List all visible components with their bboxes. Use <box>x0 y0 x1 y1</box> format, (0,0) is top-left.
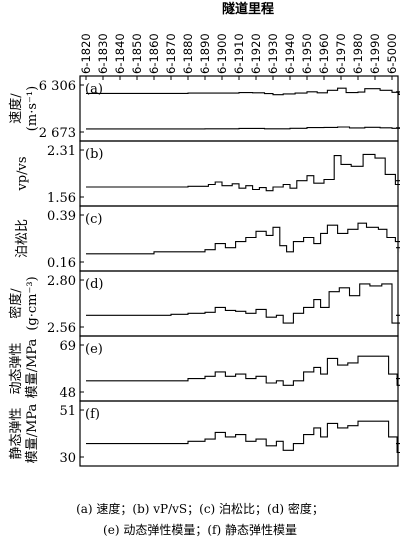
series-line <box>86 153 400 192</box>
y-axis-label: 静态弹性 <box>9 407 24 459</box>
x-tick-label: 6-1930 <box>266 33 280 74</box>
x-tick-label: 6-1840 <box>113 33 127 74</box>
y-axis-label: (m·s⁻¹) <box>25 86 40 131</box>
x-tick-label: 6-1890 <box>198 33 212 74</box>
series-line <box>86 126 400 130</box>
x-tick-labels: 6-1820 6-1830 6-1840 6-1850 6-1860 6-1870 6-18… <box>79 33 399 80</box>
x-tick-label: 6-1980 <box>351 33 365 74</box>
x-tick-label: 6-5000 <box>385 33 399 74</box>
panel-frame <box>79 75 399 142</box>
panel-0: (a) 6 306 2 673 速度/(m·s⁻¹) <box>8 75 400 142</box>
panel-letter: (c) <box>85 212 102 227</box>
x-tick-label: 6-1870 <box>164 33 178 74</box>
x-tick-label: 6-1830 <box>96 33 110 74</box>
panel-frame <box>79 140 399 207</box>
panel-frame <box>79 270 399 337</box>
y-axis-label: 密度/ <box>8 288 24 319</box>
panel-letter: (a) <box>85 82 103 97</box>
y-tick-label: 48 <box>59 386 76 401</box>
y-tick-label: 0.39 <box>47 209 76 224</box>
series-line <box>86 222 400 255</box>
y-axis-label: vp/vs <box>15 156 30 191</box>
x-tick-label: 6-1860 <box>147 33 161 74</box>
panel-frame <box>79 335 399 402</box>
panel-4: (e) 69 48 动态弹性 模量/MPa <box>9 335 400 402</box>
panel-frame <box>79 205 399 272</box>
panel-5: (f) 51 30 静态弹性 模量/MPa <box>9 400 400 467</box>
y-tick-label: 1.56 <box>47 191 76 206</box>
x-tick-label: 6-1880 <box>181 33 195 74</box>
x-tick-label: 6-1850 <box>130 33 144 74</box>
y-tick-label: 30 <box>59 451 76 466</box>
y-axis-label: 模量/MPa <box>25 338 40 398</box>
panel-letter: (f) <box>85 407 100 422</box>
caption-line-1: (a) 速度；(b) vP/vS；(c) 泊松比；(d) 密度； <box>76 502 324 516</box>
y-axis-label: 泊松比 <box>15 219 30 258</box>
y-axis-label: 动态弹性 <box>9 342 24 394</box>
y-tick-label: 51 <box>59 404 76 419</box>
x-tick-label: 6-1950 <box>300 33 314 74</box>
series-line <box>86 355 400 386</box>
y-axis-label: 模量/MPa <box>25 403 40 463</box>
x-tick-label: 6-1920 <box>249 33 263 74</box>
y-tick-label: 2.31 <box>47 144 76 159</box>
y-axis-label: (g·cm⁻³) <box>25 276 40 330</box>
panel-3: (d) 2.80 2.56 密度/(g·cm⁻³) <box>8 270 400 337</box>
panel-frame <box>79 400 399 467</box>
chart-title: 隧道里程 <box>222 1 274 17</box>
y-tick-label: 2 673 <box>39 126 76 141</box>
panel-letter: (d) <box>85 277 103 292</box>
x-tick-label: 6-1940 <box>283 33 297 74</box>
x-tick-label: 6-1970 <box>334 33 348 74</box>
caption-line-2: (e) 动态弹性模量；(f) 静态弹性模量 <box>103 523 297 537</box>
panel-1: (b) 2.31 1.56 vp/vs <box>15 140 400 207</box>
y-tick-label: 2.56 <box>47 321 76 336</box>
y-tick-label: 69 <box>59 339 76 354</box>
panel-letter: (e) <box>85 342 103 357</box>
y-tick-label: 2.80 <box>47 274 76 289</box>
x-tick-label: 6-1990 <box>368 33 382 74</box>
panel-2: (c) 0.39 0.16 泊松比 <box>15 205 400 272</box>
series-line <box>86 283 400 326</box>
y-tick-label: 6 306 <box>39 79 76 94</box>
x-tick-label: 6-1960 <box>317 33 331 74</box>
y-axis-label: 速度/ <box>8 93 24 124</box>
x-tick-label: 6-1900 <box>215 33 229 74</box>
x-tick-label: 6-1820 <box>79 33 93 74</box>
y-tick-label: 0.16 <box>47 256 76 271</box>
series-line <box>86 87 400 96</box>
series-line <box>86 420 400 454</box>
panel-letter: (b) <box>85 147 103 162</box>
x-tick-label: 6-1910 <box>232 33 246 74</box>
